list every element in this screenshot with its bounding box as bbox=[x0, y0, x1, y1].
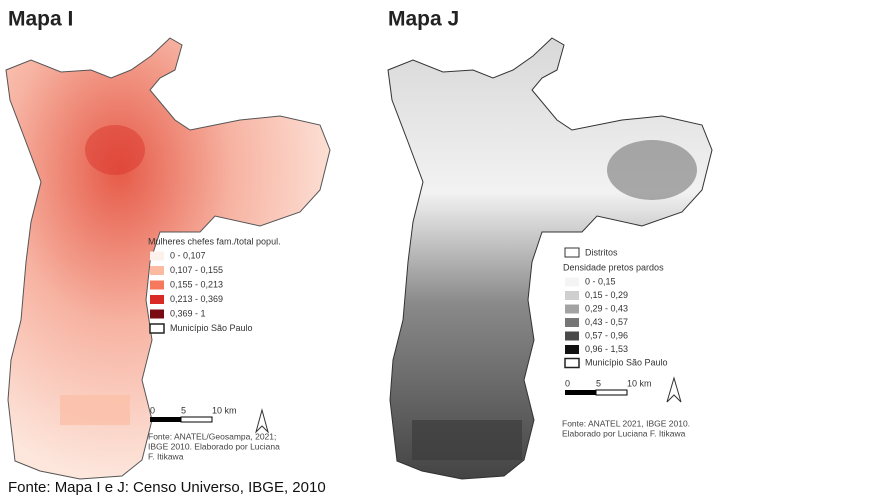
scale-bar bbox=[565, 390, 596, 395]
legend-swatch bbox=[565, 345, 579, 354]
source-note: Elaborado por Luciana F. Itikawa bbox=[562, 428, 686, 438]
legend-label: 0,213 - 0,369 bbox=[170, 294, 223, 304]
north-arrow bbox=[255, 376, 682, 434]
legend-label: Município São Paulo bbox=[585, 357, 668, 367]
legend-title: Densidade pretos pardos bbox=[563, 262, 664, 272]
legend-label: 0 - 0,15 bbox=[585, 276, 616, 286]
scale-label: 0 bbox=[565, 378, 570, 388]
legend-label: 0,57 - 0,96 bbox=[585, 330, 628, 340]
footer: Fonte: Mapa I e J: Censo Universo, IBGE,… bbox=[8, 479, 326, 496]
scale-label: 10 km bbox=[212, 405, 237, 415]
map-title: Mapa I bbox=[8, 8, 73, 31]
source-note: IBGE 2010. Elaborado por Luciana bbox=[148, 441, 280, 451]
legend-swatch bbox=[150, 280, 164, 290]
source-note: F. Itikawa bbox=[148, 451, 184, 461]
legend-swatch bbox=[564, 357, 580, 369]
scale-bar bbox=[150, 417, 181, 422]
legend-label: 0,96 - 1,53 bbox=[585, 344, 628, 354]
legend-swatch bbox=[149, 323, 165, 334]
source-note: Fonte: ANATEL/Geosampa, 2021; bbox=[148, 431, 276, 441]
legend-label: 0,15 - 0,29 bbox=[585, 290, 628, 300]
legend-swatch bbox=[565, 277, 579, 287]
scale-label: 0 bbox=[150, 405, 155, 415]
scale-label: 10 km bbox=[627, 378, 652, 388]
legend-swatch bbox=[565, 291, 579, 300]
legend-label: Distritos bbox=[585, 247, 618, 257]
legend-swatch bbox=[150, 266, 164, 275]
legend-swatch bbox=[564, 247, 580, 258]
legend-swatch bbox=[150, 309, 164, 319]
scale-label: 5 bbox=[596, 378, 601, 388]
legend-title: Mulheres chefes fam./total popul. bbox=[148, 236, 281, 246]
legend-label: Município São Paulo bbox=[170, 323, 253, 333]
legend-swatch bbox=[565, 304, 579, 314]
map-j-shape bbox=[387, 37, 713, 480]
legend-label: 0,369 - 1 bbox=[170, 308, 206, 318]
legend-swatch bbox=[150, 295, 164, 304]
map-i-shape bbox=[5, 37, 331, 480]
scale-label: 5 bbox=[181, 405, 186, 415]
legend-swatch bbox=[150, 251, 164, 261]
legend-label: 0,155 - 0,213 bbox=[170, 279, 223, 289]
legend-label: 0,107 - 0,155 bbox=[170, 265, 223, 275]
source-note: Fonte: ANATEL 2021, IBGE 2010. bbox=[562, 418, 690, 428]
legend-label: 0 - 0,107 bbox=[170, 250, 206, 260]
map-title: Mapa J bbox=[388, 8, 459, 31]
scale-bar bbox=[180, 416, 213, 423]
scale-bar bbox=[595, 389, 628, 396]
legend-swatch bbox=[565, 331, 579, 341]
legend-label: 0,43 - 0,57 bbox=[585, 317, 628, 327]
legend-label: 0,29 - 0,43 bbox=[585, 303, 628, 313]
legend-swatch bbox=[565, 318, 579, 327]
